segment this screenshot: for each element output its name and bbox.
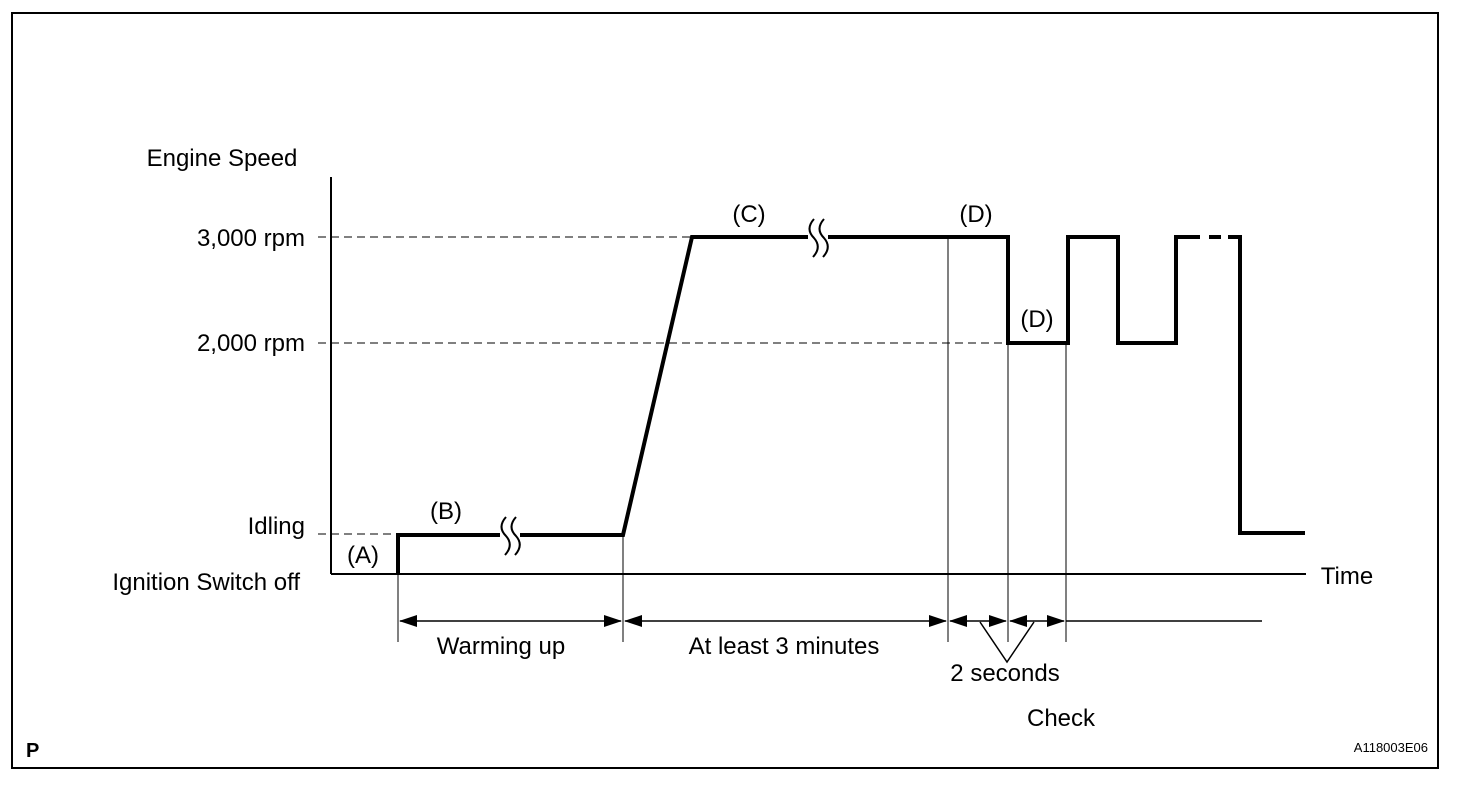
interval-label-at-least-3-minutes: At least 3 minutes [689,633,880,660]
figure-frame [11,12,1439,769]
interval-label-check: Check [1027,705,1096,732]
interval-label-warming-up: Warming up [437,633,565,660]
step-label-c: (C) [732,201,765,228]
level-label-ignition-off: Ignition Switch off [112,569,300,596]
interval-label-2-seconds: 2 seconds [950,660,1059,687]
level-label-3000: 3,000 rpm [197,225,305,252]
break-mark-b [500,515,521,556]
engine-speed-final-drop [1228,235,1305,535]
level-label-idling: Idling [248,513,305,540]
step-label-b: (B) [430,498,462,525]
break-mark-c [808,217,829,258]
y-axis-title: Engine Speed [147,145,298,172]
level-label-2000: 2,000 rpm [197,330,305,357]
step-label-d-low: (D) [1020,306,1053,333]
step-label-d-top: (D) [959,201,992,228]
figure-code: A118003E06 [1354,740,1428,755]
x-axis-title: Time [1321,563,1373,590]
corner-mark: P [26,740,39,762]
two-seconds-pointer [979,621,1035,664]
step-label-a: (A) [347,542,379,569]
